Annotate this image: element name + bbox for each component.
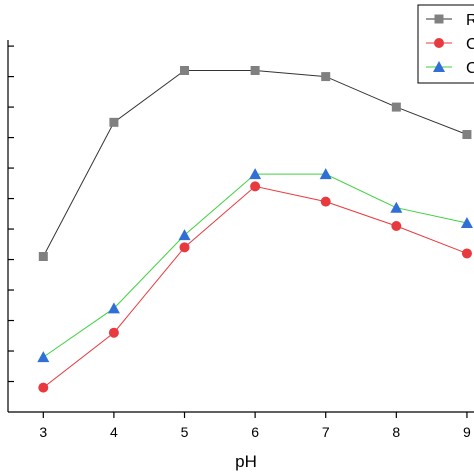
legend-box	[417, 4, 474, 84]
data-point-series-1	[38, 251, 48, 261]
data-point-series-1	[391, 102, 401, 112]
axes	[7, 40, 474, 413]
legend-label-1: R	[466, 12, 474, 29]
y-ticks	[8, 45, 14, 383]
data-point-series-3	[37, 351, 50, 363]
x-axis-label: pH	[235, 452, 257, 471]
series-line-3	[43, 173, 468, 358]
data-point-series-2	[38, 382, 49, 393]
x-tick-label: 7	[322, 424, 330, 440]
data-point-series-2	[391, 221, 402, 231]
data-point-series-1	[250, 65, 260, 75]
legend-marker-2	[434, 38, 444, 48]
legend-marker-3	[433, 61, 445, 72]
x-tick-label: 8	[392, 424, 400, 440]
data-point-series-1	[180, 65, 190, 75]
x-tick-label: 4	[110, 424, 118, 440]
data-point-series-1	[321, 72, 331, 82]
data-point-series-2	[179, 242, 190, 253]
data-point-series-3	[460, 216, 473, 228]
data-point-series-3	[390, 201, 403, 213]
legend-label-3: C	[466, 60, 474, 77]
legend: RCC	[417, 4, 474, 84]
series-line-2	[42, 185, 468, 389]
x-ticks: 3 4 5 6 7 8 9	[39, 412, 471, 440]
data-point-series-1	[109, 117, 119, 127]
data-point-series-3	[107, 302, 120, 314]
x-tick-label: 9	[463, 424, 471, 440]
x-tick-label: 6	[251, 424, 259, 440]
data-point-series-3	[319, 168, 332, 180]
data-point-series-3	[178, 229, 191, 241]
data-point-series-1	[462, 130, 472, 140]
legend-marker-1	[434, 14, 444, 24]
data-point-series-3	[249, 168, 262, 180]
plot-lines	[42, 69, 468, 389]
plot-markers	[37, 65, 473, 393]
x-tick-label: 5	[181, 424, 189, 440]
data-point-series-2	[461, 248, 472, 259]
data-point-series-2	[108, 327, 119, 338]
x-tick-label: 3	[39, 424, 47, 440]
legend-label-2: C	[466, 36, 474, 53]
data-point-series-2	[320, 196, 331, 207]
data-point-series-2	[250, 181, 261, 192]
